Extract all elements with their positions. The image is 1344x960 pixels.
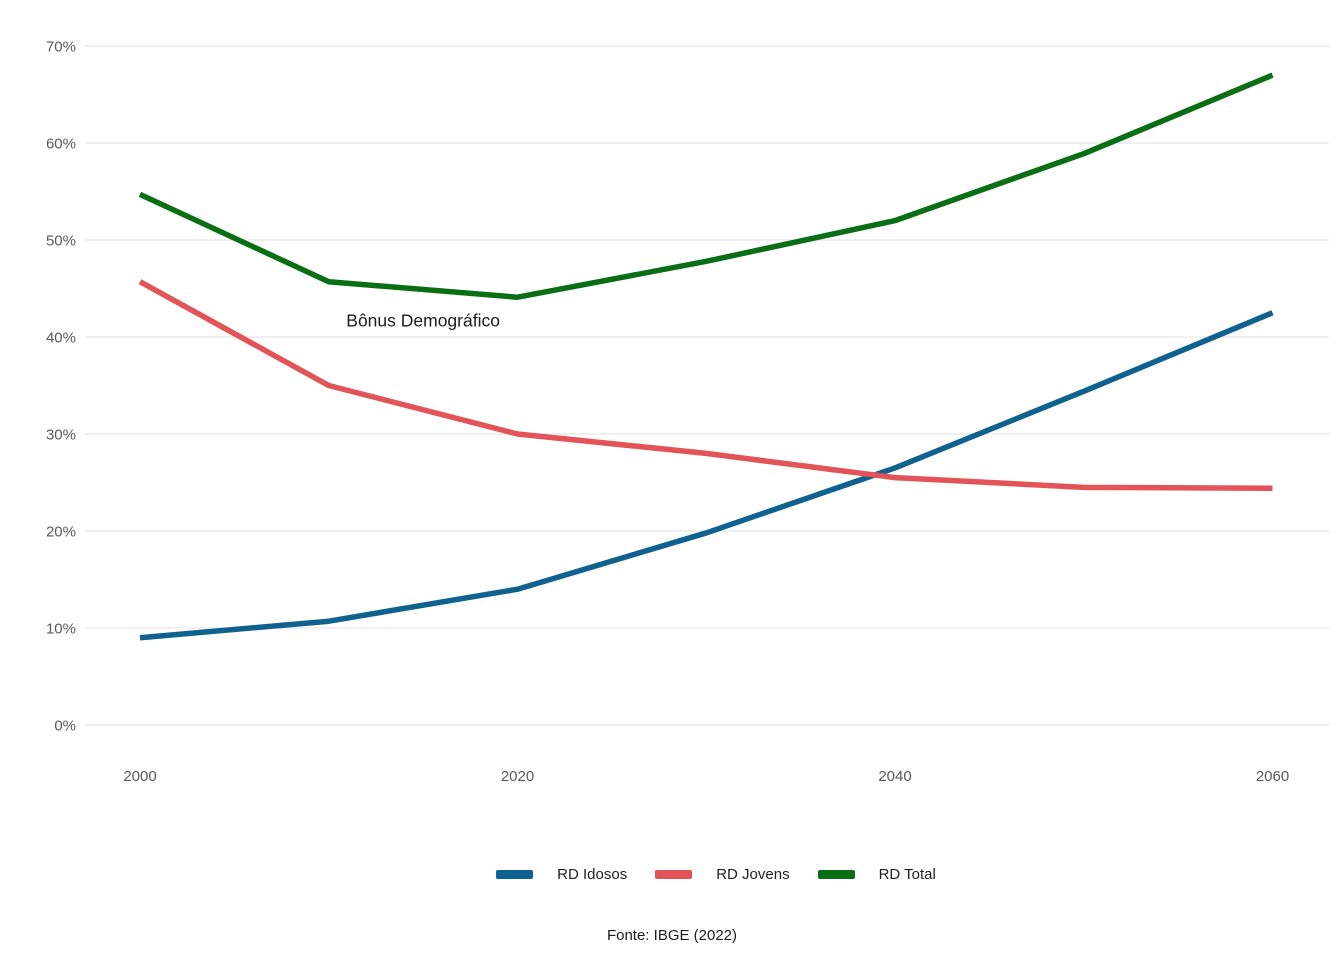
series-line-rd-idosos	[139, 310, 1274, 641]
annotation-bonus-demografico: Bônus Demográfico	[346, 311, 500, 331]
x-tick-label-2020: 2020	[501, 768, 534, 785]
line-chart-canvas: 0% 10% 20% 30% 40% 50% 60% 70% 2000 2020 2040 2060 B…	[46, 39, 1329, 785]
legend-swatch-rd-jovens	[655, 870, 693, 879]
legend-label-rd-jovens: RD Jovens	[716, 866, 790, 883]
y-tick-label-0%: 0%	[54, 718, 76, 735]
legend-item-rd-idosos: RD Idosos	[496, 866, 627, 883]
y-tick-label-30%: 30%	[46, 427, 76, 444]
legend-swatch-rd-total	[817, 870, 855, 879]
legend-label-rd-total: RD Total	[878, 866, 936, 883]
legend-item-rd-total: RD Total	[817, 866, 936, 883]
legend-item-rd-jovens: RD Jovens	[655, 866, 790, 883]
y-tick-label-50%: 50%	[46, 233, 76, 250]
series-line-rd-total	[138, 72, 1274, 300]
series-line-rd-jovens	[138, 279, 1273, 492]
y-tick-label-70%: 70%	[46, 39, 76, 56]
x-tick-label-2000: 2000	[123, 768, 156, 785]
legend-label-rd-idosos: RD Idosos	[557, 866, 628, 883]
source-caption: Fonte: IBGE (2022)	[606, 927, 738, 944]
y-tick-label-20%: 20%	[46, 524, 76, 541]
x-tick-label-2060: 2060	[1256, 768, 1289, 785]
x-tick-label-2040: 2040	[878, 768, 911, 785]
legend: RD Idosos RD Jovens RD Total	[44, 866, 1344, 883]
y-tick-label-10%: 10%	[46, 621, 76, 638]
y-tick-label-60%: 60%	[46, 136, 76, 153]
legend-swatch-rd-idosos	[496, 870, 534, 879]
y-tick-label-40%: 40%	[46, 330, 76, 347]
